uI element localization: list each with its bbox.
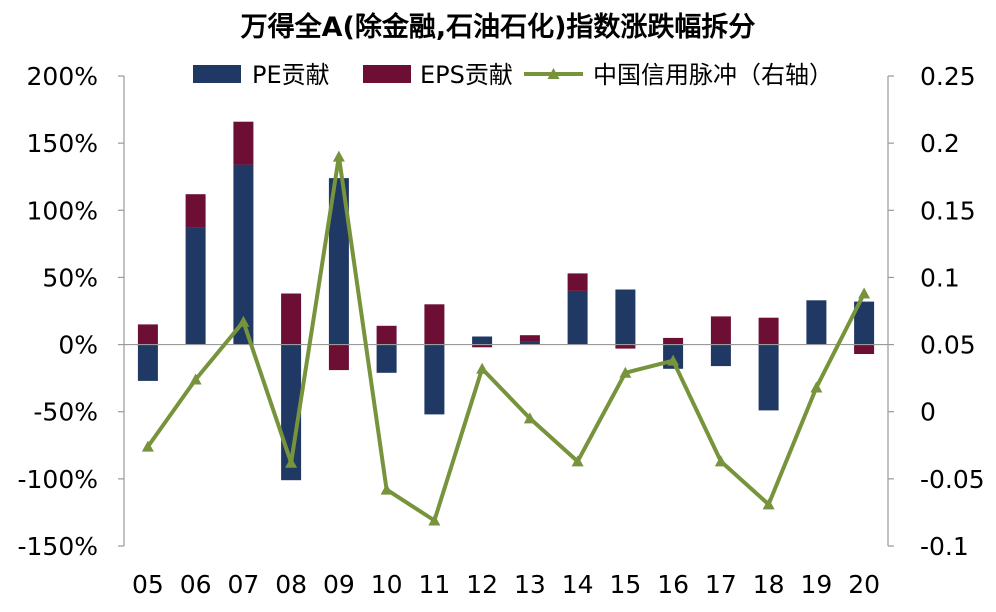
x-tick-label: 14 [562,570,594,599]
credit-impulse-point-16 [667,354,680,366]
eps-bar-12 [472,344,493,348]
pe-bar-20 [854,301,875,345]
right-tick-label: 0 [920,398,936,427]
x-tick-label: 20 [848,570,880,599]
x-tick-label: 16 [657,570,689,599]
credit-impulse-point-05 [141,440,154,452]
x-tick-label: 11 [418,570,450,599]
x-tick-label: 10 [371,570,403,599]
credit-impulse-point-10 [380,483,393,495]
pe-bar-15 [615,289,636,345]
legend-swatch-pe [193,65,241,83]
credit-impulse-point-20 [858,287,871,299]
credit-impulse-point-19 [810,381,823,393]
pe-bar-05 [137,344,158,381]
x-tick-label: 07 [227,570,259,599]
x-tick-label: 18 [753,570,785,599]
eps-bar-05 [137,324,158,345]
left-tick-label: 50% [42,263,98,292]
plot-area [124,121,888,526]
x-tick-label: 12 [466,570,498,599]
legend: PE贡献 EPS贡献 中国信用脉冲（右轴） [193,61,833,89]
eps-bar-10 [376,325,397,345]
left-tick-label: 200% [27,62,98,91]
pe-bar-19 [806,300,827,345]
credit-impulse-point-18 [762,498,775,510]
eps-bar-11 [424,304,445,345]
eps-bar-20 [854,344,875,354]
legend-label-2: 中国信用脉冲（右轴） [593,61,833,89]
right-y-axis: 0.25 0.2 0.15 0.1 0.05 0 -0.05 -0.1 [887,62,985,561]
credit-impulse-point-13 [523,412,536,424]
eps-bar-08 [281,293,302,345]
eps-bar-17 [710,316,731,345]
x-tick-label: 08 [275,570,307,599]
x-tick-label: 09 [323,570,355,599]
pe-bar-17 [710,344,731,367]
x-axis: 05 06 07 08 09 10 11 12 13 14 15 16 17 18 19 20 [132,570,880,599]
credit-impulse-point-15 [619,366,632,378]
pe-bar-10 [376,344,397,373]
x-tick-label: 17 [705,570,737,599]
pe-bar-13 [519,341,540,345]
credit-impulse-point-12 [476,362,489,374]
right-tick-label: 0.1 [920,263,960,292]
credit-impulse-point-06 [189,373,202,385]
eps-bar-09 [328,344,349,371]
left-tick-label: 150% [27,129,98,158]
pe-bar-14 [567,290,588,345]
eps-bar-14 [567,273,588,291]
right-tick-label: -0.1 [920,532,969,561]
left-tick-label: -150% [18,532,99,561]
left-y-axis: 200% 150% 100% 50% 0% -50% -100% -150% [18,62,125,561]
eps-bar-18 [758,317,779,345]
pe-bar-11 [424,344,445,415]
credit-impulse-point-17 [714,455,727,467]
eps-bar-13 [519,335,540,342]
eps-bar-15 [615,344,636,349]
chart-title: 万得全A(除金融,石油石化)指数涨跌幅拆分 [241,11,756,43]
left-tick-label: -100% [18,465,99,494]
credit-impulse-point-08 [285,456,298,468]
eps-bar-07 [233,121,254,165]
right-tick-label: 0.05 [920,331,976,360]
pe-bar-18 [758,344,779,411]
x-tick-label: 13 [514,570,546,599]
right-tick-label: 0.2 [920,129,960,158]
left-tick-label: 100% [27,196,98,225]
credit-impulse-point-09 [332,150,345,162]
pe-bar-12 [472,336,493,345]
credit-impulse-line [146,154,866,523]
x-tick-label: 19 [800,570,832,599]
right-tick-label: -0.05 [920,465,985,494]
right-tick-label: 0.25 [920,62,976,91]
legend-swatch-eps [363,65,411,83]
legend-label-1: EPS贡献 [420,61,513,89]
left-tick-label: -50% [33,398,98,427]
pe-bar-09 [328,178,349,345]
x-tick-label: 06 [180,570,212,599]
x-tick-label: 05 [132,570,164,599]
left-tick-label: 0% [58,331,98,360]
credit-impulse-point-14 [571,455,584,467]
credit-impulse-point-07 [237,315,250,327]
pe-bar-07 [233,164,254,345]
legend-label-0: PE贡献 [252,61,330,89]
credit-impulse-point-11 [428,514,441,526]
eps-bar-16 [663,337,684,345]
right-tick-label: 0.15 [920,196,976,225]
pe-bar-06 [185,227,206,345]
x-tick-label: 15 [609,570,641,599]
legend-marker-credit-impulse [547,68,560,79]
eps-bar-06 [185,194,206,228]
